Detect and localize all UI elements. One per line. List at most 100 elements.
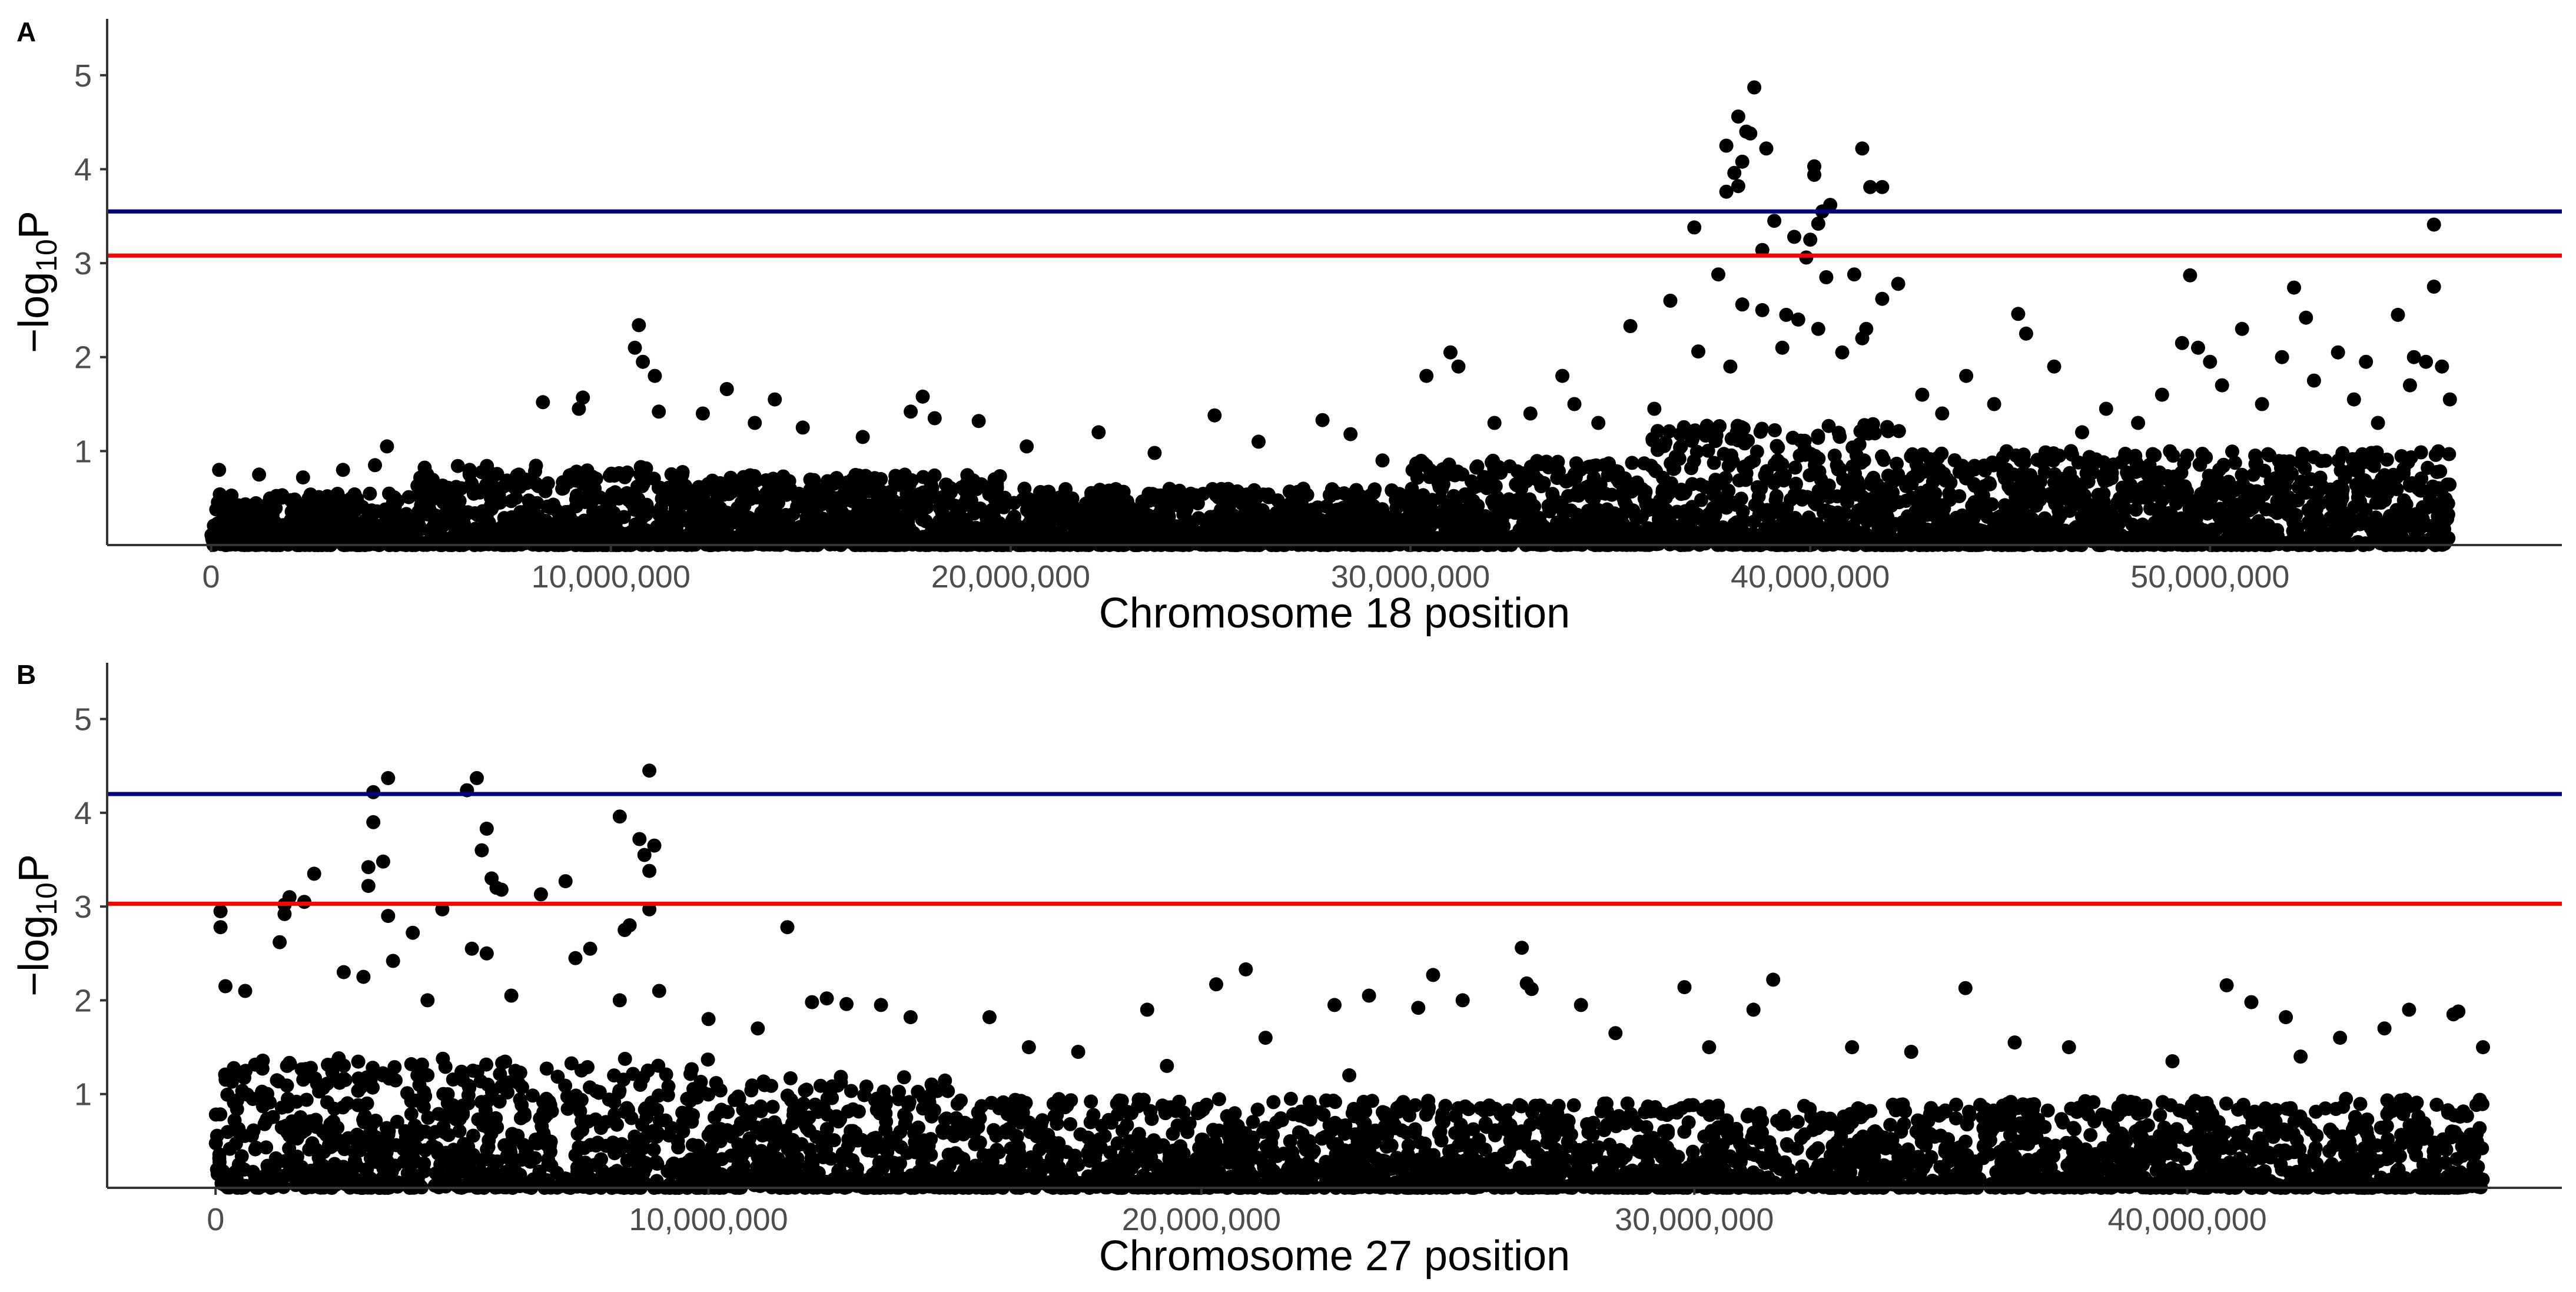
- marker: [652, 506, 667, 520]
- marker: [2301, 516, 2315, 530]
- marker: [1788, 460, 1802, 475]
- marker: [2059, 480, 2073, 494]
- marker: [2097, 474, 2112, 489]
- marker: [760, 496, 775, 511]
- marker: [1785, 430, 1800, 445]
- marker: [353, 498, 367, 513]
- marker: [1663, 516, 1678, 530]
- marker: [540, 476, 555, 491]
- marker: [1102, 483, 1116, 498]
- marker: [1759, 141, 1774, 156]
- marker: [1864, 474, 1879, 489]
- marker: [1617, 494, 1632, 509]
- x-tick-label: 20,000,000: [931, 559, 1090, 594]
- marker: [1934, 446, 1949, 461]
- marker: [2366, 517, 2381, 532]
- marker: [1522, 512, 1537, 526]
- marker: [1847, 267, 1861, 282]
- marker: [2189, 512, 2203, 526]
- marker: [1687, 220, 1702, 235]
- marker: [1743, 456, 1758, 470]
- marker: [2287, 280, 2301, 295]
- marker: [2249, 516, 2264, 531]
- marker: [1552, 464, 1566, 479]
- marker: [1760, 464, 1774, 479]
- marker: [2130, 525, 2145, 540]
- marker: [664, 467, 679, 481]
- marker: [1659, 490, 1674, 505]
- marker: [1840, 495, 1854, 509]
- marker: [1303, 511, 1317, 526]
- marker: [2024, 536, 2039, 550]
- marker: [529, 477, 543, 491]
- marker: [1840, 477, 1855, 491]
- marker: [1169, 519, 1184, 534]
- marker: [2155, 387, 2169, 402]
- marker: [2064, 447, 2079, 462]
- marker: [761, 483, 776, 498]
- marker: [692, 488, 707, 503]
- marker: [373, 531, 387, 546]
- marker: [982, 487, 997, 501]
- marker: [572, 401, 586, 416]
- marker: [2371, 416, 2385, 430]
- marker: [564, 467, 579, 482]
- marker: [2140, 467, 2155, 481]
- marker: [1855, 141, 1870, 156]
- marker: [1891, 277, 1906, 291]
- marker: [1755, 421, 1770, 436]
- marker: [1712, 491, 1727, 506]
- marker: [2396, 493, 2411, 508]
- marker: [1687, 454, 1701, 469]
- marker: [1835, 345, 1850, 360]
- marker: [576, 477, 590, 491]
- marker: [2411, 481, 2426, 496]
- marker: [1116, 484, 1131, 499]
- marker: [973, 501, 988, 516]
- marker: [792, 486, 806, 501]
- marker: [1463, 496, 1478, 510]
- marker: [2441, 531, 2456, 546]
- marker: [2086, 454, 2101, 469]
- marker: [2047, 359, 2062, 374]
- marker: [2062, 529, 2076, 544]
- marker: [1855, 331, 1870, 346]
- marker: [904, 404, 918, 419]
- marker: [1985, 455, 2000, 470]
- marker: [2255, 397, 2269, 411]
- marker: [1711, 476, 1725, 490]
- marker: [1915, 387, 1930, 402]
- marker: [368, 458, 382, 473]
- marker: [1928, 534, 1943, 549]
- marker: [2177, 527, 2192, 542]
- marker: [1442, 524, 1456, 539]
- marker: [636, 465, 650, 480]
- marker: [874, 471, 888, 486]
- marker: [2199, 450, 2213, 465]
- marker: [2002, 505, 2017, 520]
- marker: [544, 531, 559, 546]
- marker: [2207, 470, 2222, 484]
- panel-b-tag: B: [16, 659, 36, 690]
- marker: [743, 491, 758, 506]
- marker: [1648, 534, 1663, 549]
- marker: [1556, 506, 1571, 521]
- marker: [1908, 536, 1923, 550]
- marker: [555, 522, 570, 536]
- marker: [2426, 280, 2441, 294]
- marker: [1719, 184, 1734, 199]
- marker: [1831, 426, 1846, 440]
- marker: [1546, 496, 1561, 511]
- marker: [1419, 368, 1434, 383]
- marker: [685, 509, 699, 523]
- marker: [1994, 529, 2009, 544]
- marker: [1811, 493, 1825, 507]
- marker: [452, 481, 466, 496]
- marker: [340, 535, 354, 550]
- marker: [2351, 464, 2365, 479]
- marker: [226, 506, 241, 521]
- marker: [363, 486, 377, 501]
- marker: [1771, 440, 1785, 455]
- panel-b-points: [208, 763, 2490, 1195]
